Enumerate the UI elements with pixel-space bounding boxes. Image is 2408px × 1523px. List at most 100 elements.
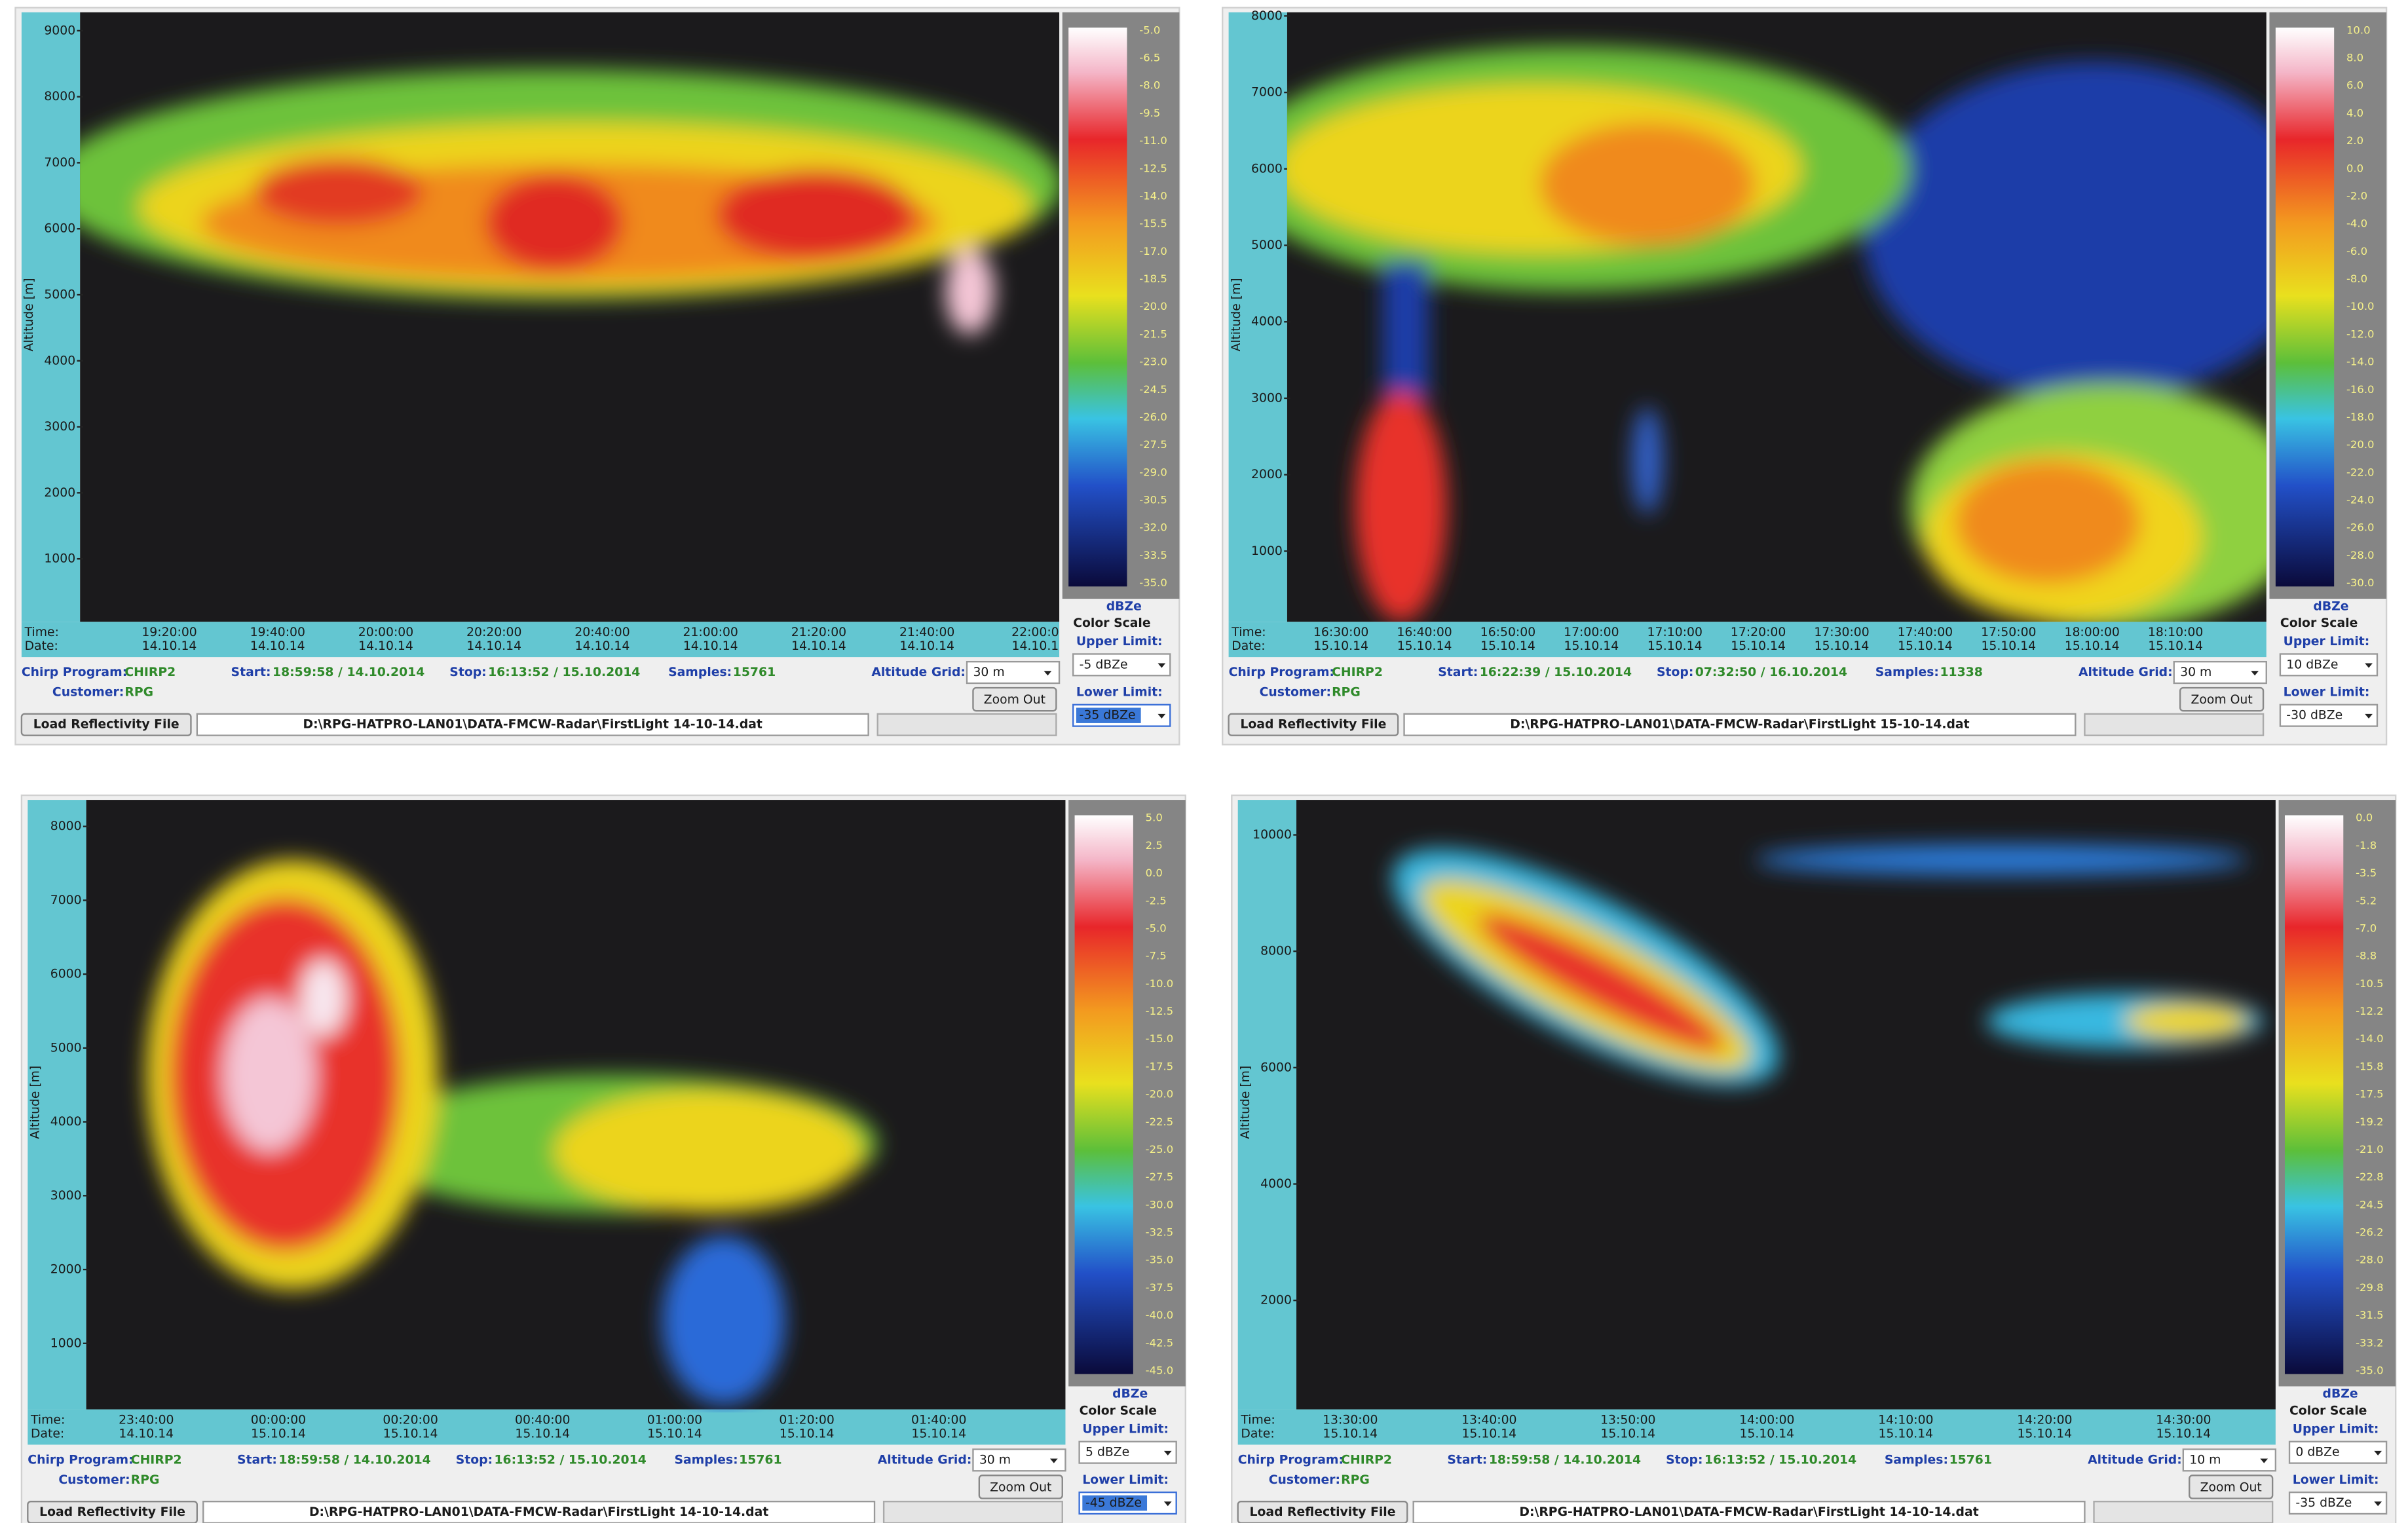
stop-value: 16:13:52 / 15.10.2014 [1704,1453,1856,1467]
time-label: Time: [30,1413,65,1427]
color-scale-label: -45.0 [1146,1364,1174,1376]
y-tick-label: 2000 [44,486,75,500]
file-path: D:\RPG-HATPRO-LAN01\DATA-FMCW-Radar\Firs… [303,718,762,732]
color-scale-label: 0.0 [2356,812,2373,824]
upper-limit-label: Upper Limit: [2284,635,2370,649]
y-tick-label: 5000 [44,288,75,302]
lower-limit-value: -35 dBZe [1080,709,1136,723]
color-scale-label: 4.0 [2346,107,2363,119]
altitude-grid-value: 30 m [973,666,1004,679]
chirp-value: CHIRP2 [124,666,176,679]
date-tick-label: 15.10.14 [1815,639,1870,653]
load-file-text: Load Reflectivity File [1240,718,1386,732]
color-scale-label: -3.5 [2356,867,2377,879]
color-scale-label: -7.5 [1146,950,1167,962]
date-tick-label: 15.10.14 [1397,639,1452,653]
color-scale-label: -27.5 [1146,1171,1174,1183]
time-label: Time: [24,626,59,639]
time-tick-label: 13:50:00 [1600,1413,1655,1427]
upper-limit-value: -5 dBZe [1080,658,1128,671]
date-tick-label: 15.10.14 [2017,1427,2072,1441]
color-scale-label: -19.2 [2356,1116,2384,1128]
color-scale-label: -33.5 [1139,549,1167,561]
time-tick-label: 17:00:00 [1564,626,1619,639]
color-scale-label: -26.0 [1139,411,1167,423]
color-scale-label: -21.0 [2356,1143,2384,1156]
start-value: 18:59:58 / 14.10.2014 [1489,1453,1641,1467]
samples-label: Samples: [1875,666,1939,679]
time-tick-label: 01:40:00 [911,1413,966,1427]
color-scale-label: -14.0 [2356,1032,2384,1045]
date-tick-label: 14.10.14 [466,639,521,653]
altitude-grid-label: Altitude Grid: [2079,666,2173,679]
color-scale-label: -12.0 [2346,328,2375,340]
color-scale-label: -29.0 [1139,466,1167,478]
date-label: Date: [31,1427,64,1441]
time-tick-label: 22:00:0 [1011,626,1059,639]
time-tick-label: 00:00:00 [251,1413,306,1427]
altitude-grid-label: Altitude Grid: [871,666,966,679]
unit-label: dBZe [2323,1387,2358,1401]
date-tick-label: 14.10.14 [119,1427,174,1441]
color-scale-label: -35.0 [1146,1254,1174,1266]
y-tick-label: 7000 [50,893,82,907]
time-tick-label: 20:00:00 [358,626,413,639]
lower-limit-value: -30 dBZe [2286,709,2342,723]
samples-value: 11338 [1940,666,1982,679]
color-scale-label: -30.0 [1146,1198,1174,1211]
color-scale-label: -18.0 [2346,411,2375,423]
date-tick-label: 15.10.14 [1323,1427,1378,1441]
color-scale-label: -35.0 [2356,1364,2384,1376]
date-label: Date: [25,639,58,653]
stop-label: Stop: [1657,666,1693,679]
y-tick-label: 4000 [50,1115,82,1129]
color-scale-label: -15.0 [1146,1032,1174,1045]
altitude-grid-value: 10 m [2189,1453,2221,1467]
y-tick-label: 1000 [44,552,75,566]
color-scale-title: Color Scale [2280,616,2358,630]
lower-limit-label: Lower Limit: [2293,1473,2379,1487]
load-file-text: Load Reflectivity File [33,718,179,732]
date-label: Date: [1241,1427,1274,1441]
color-scale-label: -15.8 [2356,1060,2384,1072]
color-scale-label: -12.5 [1139,162,1167,174]
samples-label: Samples: [1885,1453,1948,1467]
file-path: D:\RPG-HATPRO-LAN01\DATA-FMCW-Radar\Firs… [309,1505,768,1519]
progress-bar [884,1501,1063,1523]
time-tick-label: 01:20:00 [779,1413,834,1427]
y-tick-label: 7000 [1251,86,1283,100]
color-scale-label: -5.0 [1139,24,1160,36]
altitude-grid-label: Altitude Grid: [2088,1453,2182,1467]
date-tick-label: 14.10.14 [358,639,413,653]
date-tick-label: 15.10.14 [1313,639,1368,653]
y-tick-label: 4000 [44,354,75,367]
time-tick-label: 00:20:00 [383,1413,438,1427]
customer-value: RPG [124,686,153,700]
color-scale-label: -6.5 [1139,52,1160,64]
date-tick-label: 15.10.14 [515,1427,570,1441]
altitude-grid-label: Altitude Grid: [878,1453,972,1467]
date-tick-label: 14.10.1 [1012,639,1059,653]
customer-value: RPG [1341,1473,1370,1487]
start-label: Start: [231,666,271,679]
time-tick-label: 13:40:00 [1461,1413,1516,1427]
color-scale-label: -8.8 [2356,950,2377,962]
color-scale-label: -6.0 [2346,245,2367,257]
chirp-label: Chirp Program: [1238,1453,1344,1467]
chirp-value: CHIRP2 [1332,666,1383,679]
color-scale-label: -40.0 [1146,1309,1174,1321]
date-label: Date: [1232,639,1265,653]
color-scale-label: -22.5 [1146,1116,1174,1128]
time-tick-label: 16:30:00 [1313,626,1368,639]
chirp-value: CHIRP2 [1341,1453,1392,1467]
lower-limit-value: -45 dBZe [1085,1496,1142,1510]
y-tick-label: 2000 [1260,1294,1292,1307]
y-tick-label: 10000 [1252,828,1292,842]
date-tick-label: 15.10.14 [780,1427,835,1441]
date-tick-label: 15.10.14 [2148,639,2203,653]
date-tick-label: 15.10.14 [911,1427,966,1441]
color-scale-label: -20.0 [2346,438,2375,451]
color-scale-label: -5.0 [1146,922,1167,934]
color-scale-label: -8.0 [2346,273,2367,285]
color-scale-label: 0.0 [2346,162,2363,174]
